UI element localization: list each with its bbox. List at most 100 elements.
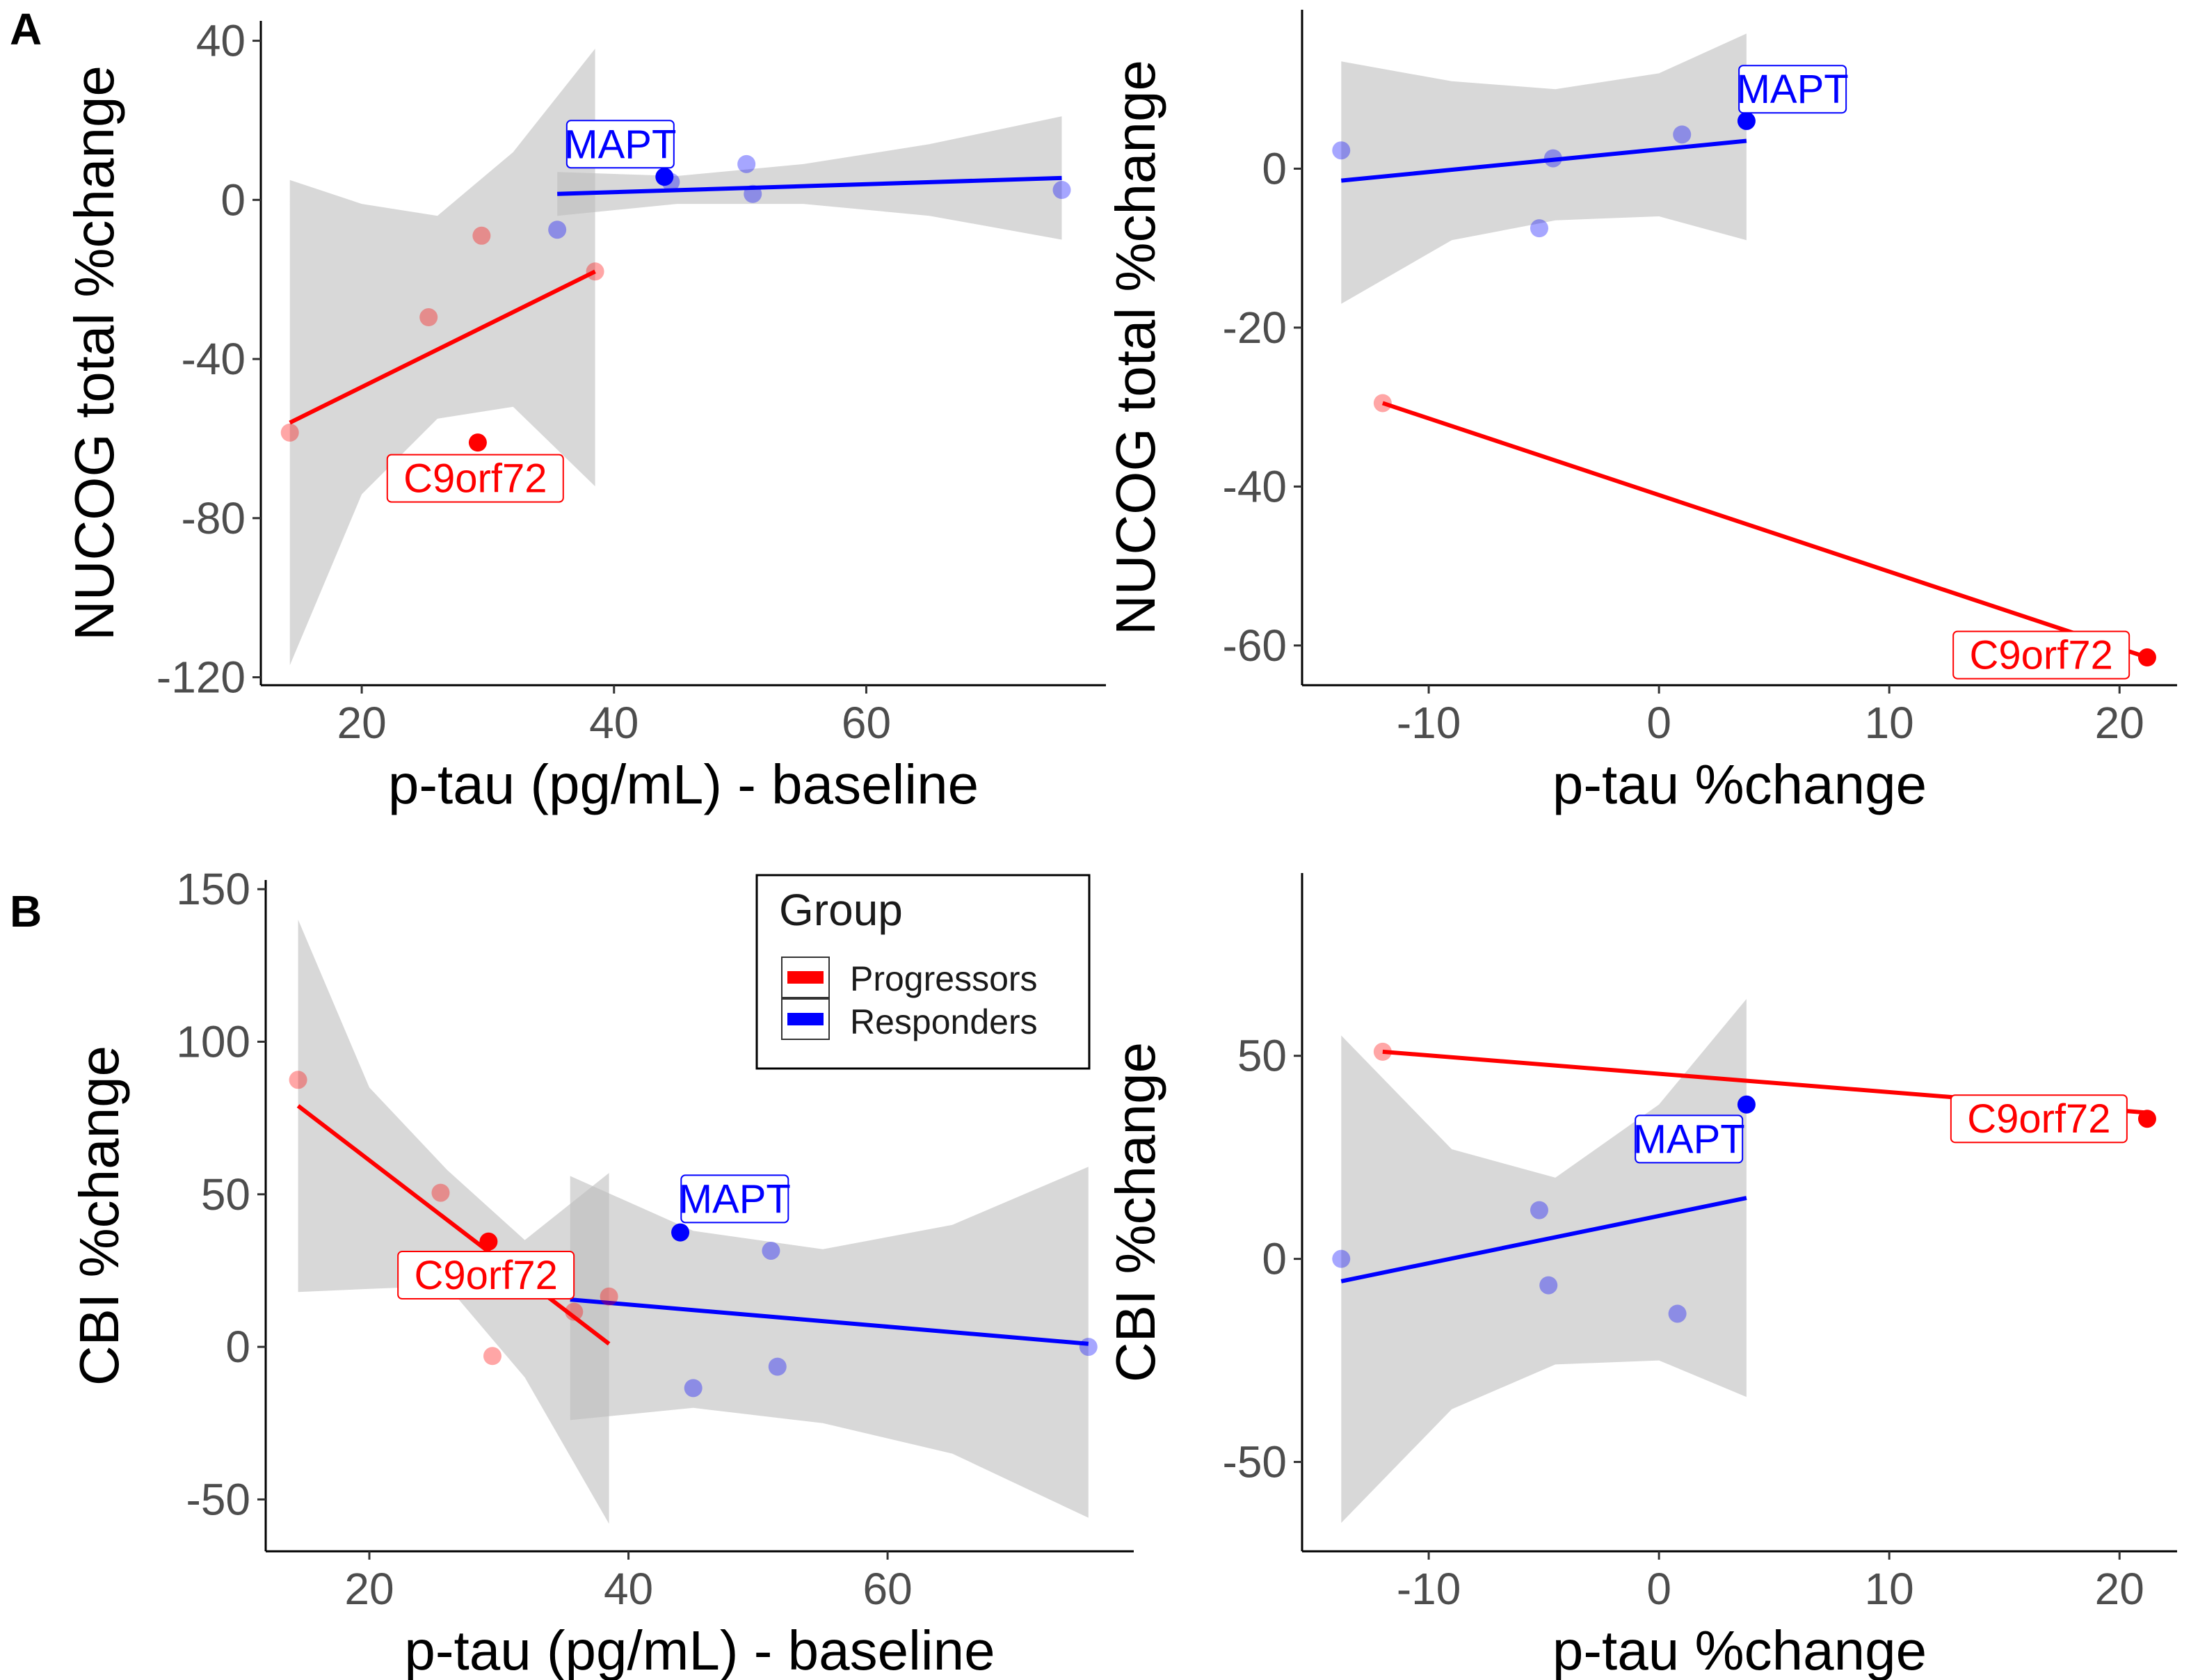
y-tick-label: 50 [1237, 1031, 1287, 1081]
panel-letter-b: B [10, 886, 42, 936]
highlight-point-mapt [671, 1223, 690, 1242]
legend-label-progressors: Progressors [850, 959, 1038, 998]
x-tick-label: 20 [337, 698, 386, 748]
callout-label-mapt: MAPT [679, 1176, 791, 1222]
highlight-point-mapt [1737, 1095, 1756, 1114]
legend: Group Progressors Responders [755, 874, 1091, 1070]
y-tick-label: 0 [220, 175, 246, 225]
data-point-responders [744, 184, 762, 203]
data-point-progressors [1373, 1042, 1392, 1061]
highlight-point-c9orf72 [479, 1232, 498, 1251]
y-tick-label: -60 [1223, 621, 1287, 671]
y-tick-label: 0 [1262, 1234, 1287, 1284]
fit-line-progressors [289, 269, 596, 425]
y-tick-label: 40 [196, 16, 246, 66]
plots: MAPT C9orf72 40 0 -40 -80 -120 20 40 60p-tau (pg/… [63, 10, 2177, 1680]
data-point-progressors [472, 226, 491, 245]
data-point-responders [768, 1357, 787, 1376]
callout-box-c9orf72 [1952, 630, 2130, 680]
y-tick-label: -80 [182, 493, 246, 543]
data-point-progressors [483, 1347, 501, 1366]
callout-box-mapt [565, 120, 675, 169]
legend-swatch-responders [787, 1013, 824, 1025]
data-point-responders [1052, 181, 1071, 200]
x-tick-label: 20 [2095, 698, 2144, 748]
x-tick-label: 40 [604, 1564, 653, 1614]
x-tick-label: 0 [1646, 1564, 1671, 1614]
data-point-responders [684, 1379, 703, 1398]
fit-line-responders [570, 1297, 1089, 1346]
y-axis-title: CBI %change [68, 1046, 130, 1386]
chart-a-left: MAPT C9orf72 40 0 -40 -80 -120 20 40 60p-tau (pg/… [63, 16, 1106, 815]
callout-box-mapt [680, 1174, 789, 1224]
x-axis-title: p-tau (pg/mL) - baseline [388, 753, 979, 815]
x-tick-label: 60 [842, 698, 891, 748]
data-point-responders [1673, 125, 1692, 144]
confidence-band-responders [570, 1167, 1089, 1518]
callout-label-mapt: MAPT [1737, 67, 1849, 112]
data-point-responders [548, 221, 567, 239]
y-tick-label: -120 [156, 653, 246, 703]
data-point-responders [1332, 141, 1351, 160]
data-point-progressors [565, 1302, 584, 1321]
data-point-progressors [600, 1287, 618, 1306]
data-point-responders [1543, 149, 1562, 168]
y-tick-label: 0 [1262, 143, 1287, 193]
data-point-responders [737, 154, 756, 173]
chart-b-left: MAPT C9orf72 150 100 50 0 -50 20 40 60p-tau (pg/m… [68, 864, 1134, 1680]
highlight-point-mapt [655, 168, 674, 186]
highlight-point-c9orf72 [2137, 648, 2156, 667]
data-point-responders [1332, 1249, 1351, 1268]
y-tick-label: -50 [1223, 1437, 1287, 1487]
callout-label-c9orf72: C9orf72 [1967, 1096, 2110, 1142]
highlight-point-c9orf72 [2137, 1110, 2156, 1128]
y-tick-label: 150 [176, 864, 250, 914]
data-point-progressors [431, 1183, 450, 1202]
data-point-responders [1530, 1201, 1548, 1219]
y-tick-label: 0 [225, 1322, 250, 1372]
callout-label-c9orf72: C9orf72 [414, 1253, 557, 1298]
x-tick-label: 20 [344, 1564, 394, 1614]
y-tick-label: -20 [1223, 303, 1287, 353]
callout-label-mapt: MAPT [564, 122, 676, 167]
confidence-band-progressors [298, 920, 609, 1524]
data-point-responders [1079, 1338, 1098, 1357]
x-tick-label: 10 [1865, 1564, 1914, 1614]
y-tick-label: 100 [176, 1016, 250, 1066]
x-axis-title: p-tau %change [1552, 753, 1927, 815]
legend-title: Group [779, 885, 903, 935]
callout-label-c9orf72: C9orf72 [403, 456, 547, 502]
fit-line-progressors [296, 1104, 611, 1346]
y-tick-label: -40 [1223, 461, 1287, 511]
fit-line-responders [1340, 138, 1747, 183]
data-point-progressors [1373, 394, 1392, 413]
callout-label-mapt: MAPT [1633, 1117, 1745, 1162]
fit-line-progressors [1381, 401, 2148, 659]
data-point-responders [762, 1241, 780, 1260]
callout-box-c9orf72 [386, 454, 564, 503]
legend-label-responders: Responders [850, 1002, 1038, 1041]
fit-line-responders [557, 175, 1062, 196]
y-tick-label: 50 [201, 1169, 250, 1219]
x-tick-label: 40 [589, 698, 639, 748]
callout-box-mapt [1635, 1114, 1744, 1164]
panel-letter-a: A [10, 4, 42, 54]
chart-b-right: MAPT C9orf72 50 0 -50 -10 0 10 20 p-tau %change CB… [1105, 873, 2177, 1680]
confidence-band-progressors [289, 49, 595, 666]
x-tick-label: -10 [1397, 698, 1461, 748]
fit-line-responders [1340, 1196, 1747, 1283]
confidence-band-responders [557, 116, 1062, 240]
highlight-point-mapt [1737, 111, 1756, 130]
y-axis-title: CBI %change [1105, 1042, 1166, 1382]
callout-label-c9orf72: C9orf72 [1970, 633, 2113, 678]
y-axis-title: NUCOG total %change [1105, 60, 1166, 635]
data-point-progressors [280, 423, 299, 442]
data-point-progressors [289, 1071, 307, 1089]
legend-swatch-progressors [787, 971, 824, 984]
y-tick-label: -50 [186, 1474, 251, 1524]
data-point-responders [1668, 1304, 1687, 1323]
chart-a-right: MAPT C9orf72 0 -20 -40 -60 -10 0 10 20 p-tau %chan… [1105, 10, 2177, 815]
highlight-point-c9orf72 [468, 433, 487, 452]
data-point-responders [1539, 1276, 1558, 1295]
